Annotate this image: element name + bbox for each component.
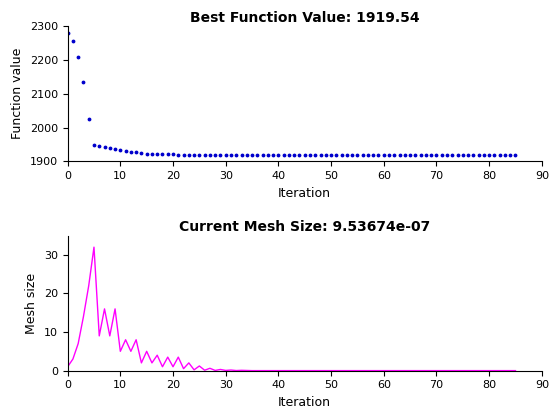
Title: Best Function Value: 1919.54: Best Function Value: 1919.54 [190, 11, 419, 25]
Y-axis label: Function value: Function value [11, 48, 24, 139]
X-axis label: Iteration: Iteration [278, 186, 331, 199]
Title: Current Mesh Size: 9.53674e-07: Current Mesh Size: 9.53674e-07 [179, 220, 430, 234]
Y-axis label: Mesh size: Mesh size [25, 273, 38, 333]
X-axis label: Iteration: Iteration [278, 396, 331, 409]
